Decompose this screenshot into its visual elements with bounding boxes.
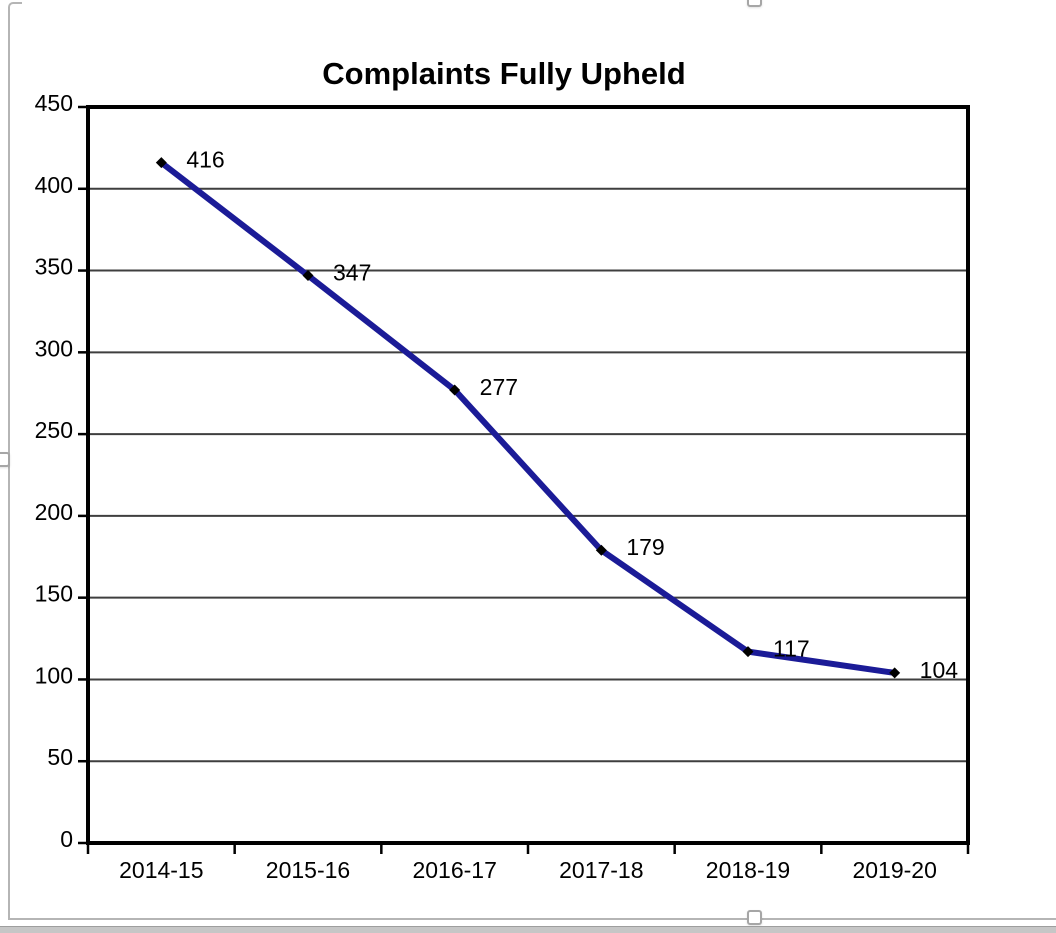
data-point-label: 179 <box>626 534 664 560</box>
data-point-marker <box>595 544 607 556</box>
selection-handle-left[interactable] <box>0 452 10 467</box>
data-point-marker <box>302 269 314 281</box>
data-point-marker <box>889 667 901 679</box>
y-axis-tick-label: 50 <box>47 744 73 770</box>
x-axis-tick-label: 2017-18 <box>559 857 643 883</box>
x-axis-tick-label: 2018-19 <box>706 857 790 883</box>
plot-frame <box>86 105 970 845</box>
x-axis-tick-label: 2019-20 <box>852 857 936 883</box>
y-axis-tick-label: 300 <box>35 335 73 361</box>
y-axis-tick-label: 450 <box>35 90 73 116</box>
y-axis-tick-label: 200 <box>35 499 73 525</box>
data-point-label: 416 <box>186 147 224 173</box>
selection-handle-bottom[interactable] <box>747 910 762 925</box>
y-axis-tick-label: 150 <box>35 581 73 607</box>
data-point-marker <box>742 646 754 658</box>
data-point-marker <box>449 384 461 396</box>
x-axis-tick-label: 2015-16 <box>266 857 350 883</box>
y-axis-tick-label: 250 <box>35 417 73 443</box>
data-point-marker <box>155 157 167 169</box>
data-point-label: 277 <box>480 374 518 400</box>
data-point-label: 347 <box>333 259 371 285</box>
y-axis-tick-label: 0 <box>60 826 73 852</box>
data-point-label: 117 <box>773 636 810 662</box>
y-axis-tick-label: 350 <box>35 254 73 280</box>
data-line <box>158 159 898 676</box>
x-axis-tick-label: 2016-17 <box>412 857 496 883</box>
x-axis-tick-label: 2014-15 <box>119 857 203 883</box>
window-edge <box>0 926 1056 933</box>
chart-title: Complaints Fully Upheld <box>322 56 685 91</box>
data-point-label: 104 <box>920 657 959 683</box>
selection-handle-top[interactable] <box>747 0 762 7</box>
y-axis-tick-label: 400 <box>35 172 73 198</box>
y-axis-tick-label: 100 <box>35 662 73 688</box>
